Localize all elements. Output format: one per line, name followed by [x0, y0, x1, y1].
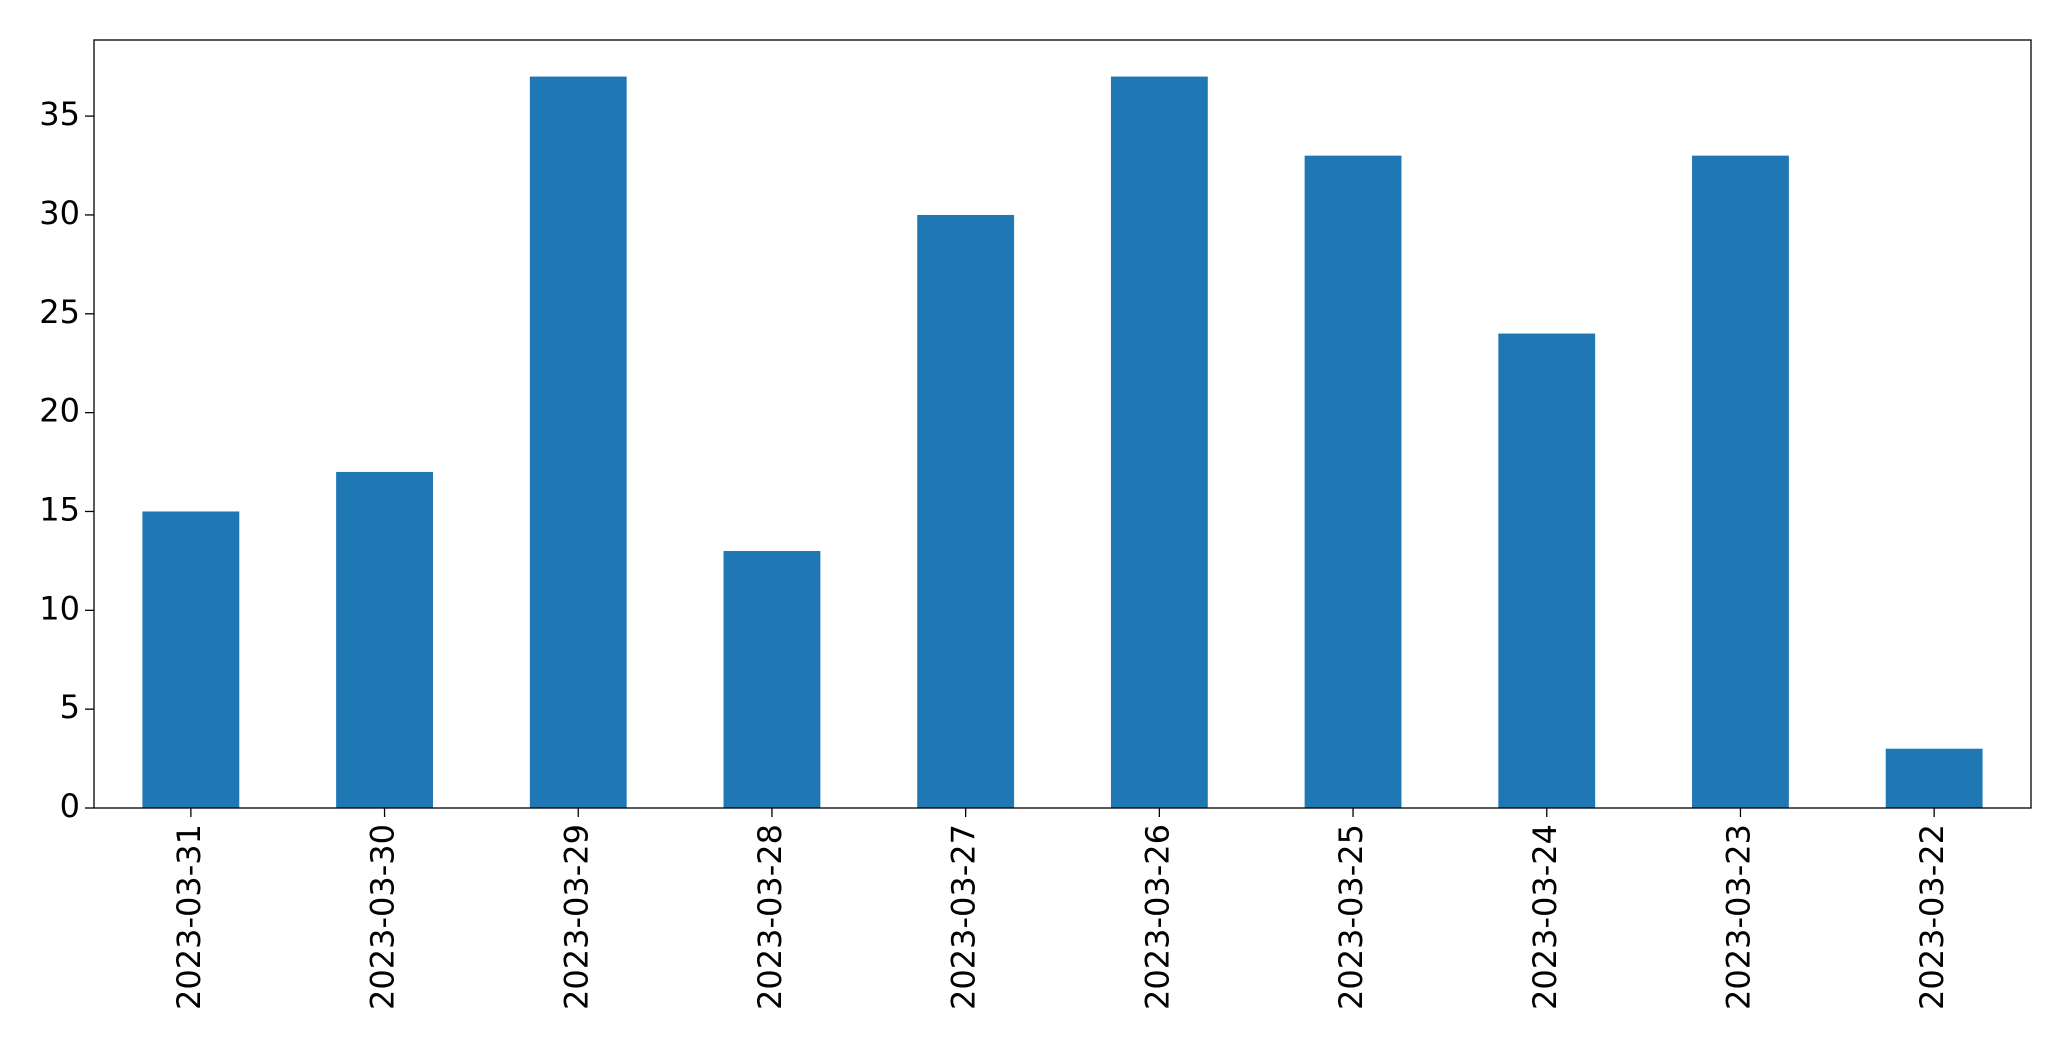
- x-tick-label: 2023-03-30: [364, 824, 402, 1010]
- bar: [1110, 76, 1208, 809]
- plot-frame: [93, 39, 2032, 809]
- x-tick-label: 2023-03-29: [557, 824, 595, 1010]
- bar: [917, 214, 1015, 808]
- bar: [529, 76, 627, 809]
- x-tick-label: 2023-03-28: [751, 824, 789, 1010]
- y-tick-label: 5: [60, 688, 80, 726]
- x-tick-label: 2023-03-31: [170, 824, 208, 1010]
- bar: [1692, 155, 1789, 809]
- x-tick-label: 2023-03-26: [1138, 824, 1176, 1010]
- x-tick-label: 2023-03-23: [1719, 824, 1757, 1010]
- x-tick-label: 2023-03-25: [1332, 824, 1370, 1010]
- bar: [1885, 748, 1983, 808]
- bar: [1498, 333, 1596, 808]
- y-tick-label: 35: [39, 95, 80, 133]
- bar: [336, 471, 433, 808]
- y-tick-label: 30: [39, 194, 80, 232]
- y-tick-label: 20: [39, 392, 80, 430]
- x-tick-label: 2023-03-24: [1526, 824, 1564, 1010]
- y-tick-label: 10: [39, 589, 80, 627]
- bar: [1304, 155, 1402, 809]
- bar: [723, 551, 821, 808]
- y-tick-label: 15: [39, 490, 80, 528]
- y-tick-label: 25: [39, 293, 80, 331]
- x-tick-label: 2023-03-22: [1913, 824, 1951, 1010]
- x-tick-label: 2023-03-27: [945, 824, 983, 1010]
- bar: [142, 511, 240, 808]
- y-tick-label: 0: [60, 787, 80, 825]
